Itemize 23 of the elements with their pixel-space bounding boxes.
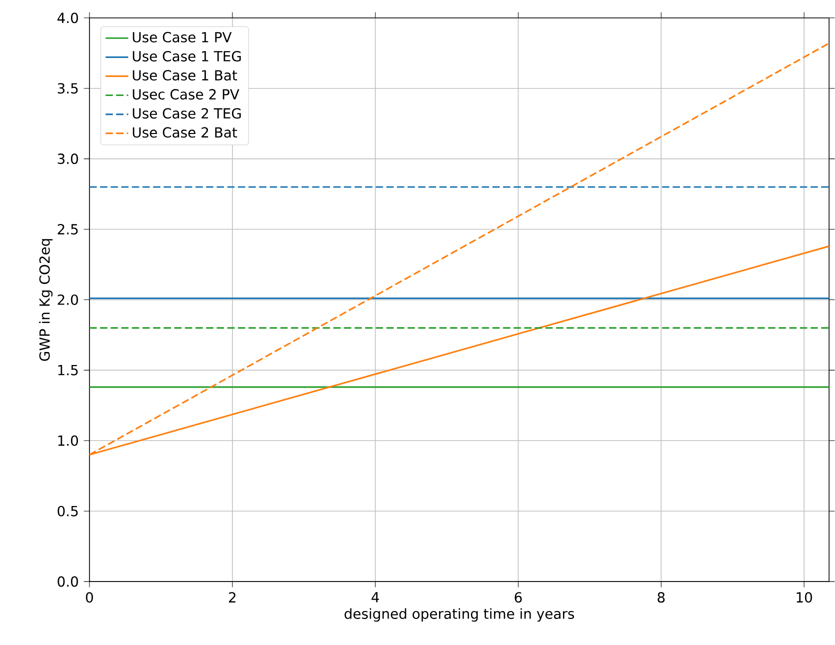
y-tick-label: 3.5 <box>58 83 78 94</box>
x-tick-label: 6 <box>514 592 522 603</box>
y-tick-label: 0.5 <box>58 506 78 516</box>
x-tick-label: 4 <box>372 592 379 602</box>
y-tick-label: 2.0 <box>58 294 78 305</box>
legend-label: Use Case 1 PV <box>132 32 232 42</box>
y-tick-label: 0.0 <box>58 576 78 587</box>
x-tick-label: 8 <box>658 592 665 603</box>
y-tick-label: 2.5 <box>58 224 78 234</box>
legend-label: Use Case 2 Bat <box>132 127 238 138</box>
x-tick-label: 10 <box>796 592 812 603</box>
legend-label: Use Case 1 TEG <box>132 50 241 62</box>
x-axis-title: designed operating time in years <box>344 608 574 622</box>
x-tick-label: 0 <box>86 592 93 603</box>
y-axis-title: GWP in Kg CO2eq <box>39 239 53 361</box>
y-tick-label: 1.0 <box>58 435 78 446</box>
x-tick-label: 2 <box>228 592 236 602</box>
y-tick-label: 1.5 <box>58 364 78 376</box>
y-tick-label: 3.0 <box>58 153 78 164</box>
legend-label: Use Case 2 TEG <box>132 108 241 119</box>
y-tick-label: 4.0 <box>57 12 78 24</box>
legend-label: Use Case 1 Bat <box>132 70 238 80</box>
legend-label: Usec Case 2 PV <box>132 88 240 100</box>
